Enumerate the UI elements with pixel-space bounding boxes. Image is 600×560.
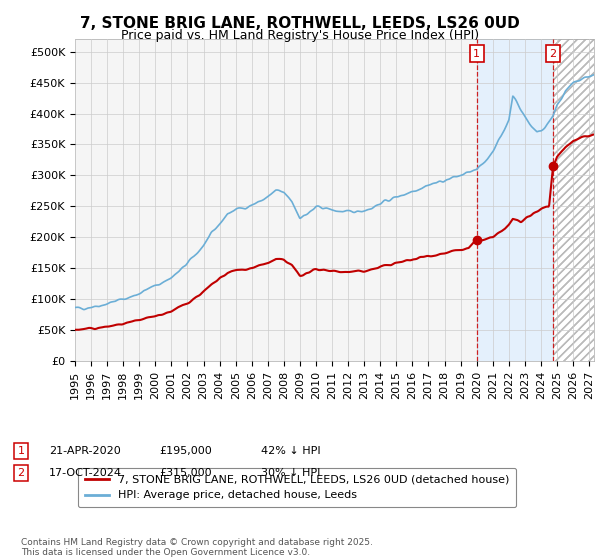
Text: £315,000: £315,000 — [159, 468, 212, 478]
Bar — [553, 39, 594, 361]
Text: 1: 1 — [473, 49, 480, 59]
Legend: 7, STONE BRIG LANE, ROTHWELL, LEEDS, LS26 0UD (detached house), HPI: Average pri: 7, STONE BRIG LANE, ROTHWELL, LEEDS, LS2… — [78, 468, 516, 507]
Bar — [553, 39, 594, 361]
Text: 21-APR-2020: 21-APR-2020 — [49, 446, 121, 456]
Text: £195,000: £195,000 — [159, 446, 212, 456]
Text: 7, STONE BRIG LANE, ROTHWELL, LEEDS, LS26 0UD: 7, STONE BRIG LANE, ROTHWELL, LEEDS, LS2… — [80, 16, 520, 31]
Text: 2: 2 — [17, 468, 25, 478]
Bar — [477, 39, 553, 361]
Text: Contains HM Land Registry data © Crown copyright and database right 2025.
This d: Contains HM Land Registry data © Crown c… — [21, 538, 373, 557]
Text: 2: 2 — [550, 49, 557, 59]
Text: 42% ↓ HPI: 42% ↓ HPI — [261, 446, 320, 456]
Text: 30% ↓ HPI: 30% ↓ HPI — [261, 468, 320, 478]
Text: 1: 1 — [17, 446, 25, 456]
Text: 17-OCT-2024: 17-OCT-2024 — [49, 468, 122, 478]
Text: Price paid vs. HM Land Registry's House Price Index (HPI): Price paid vs. HM Land Registry's House … — [121, 29, 479, 42]
